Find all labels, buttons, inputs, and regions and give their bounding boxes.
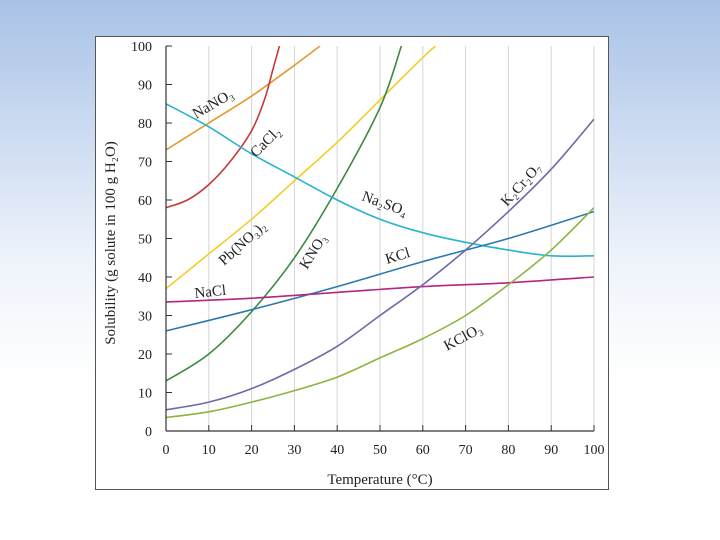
series-label-k2cr2o7: K₂Cr₂O₇ (498, 160, 545, 210)
series-line-kcl (166, 210, 594, 332)
y-axis-title: Solubility (g solute in 100 g H₂O) (103, 141, 119, 345)
x-tick-label: 80 (501, 443, 515, 458)
series-line-cacl2 (166, 46, 281, 209)
y-tick-label: 30 (138, 310, 152, 325)
y-tick-label: 90 (138, 79, 152, 94)
x-tick-label: 50 (373, 443, 387, 458)
y-tick-label: 10 (138, 387, 152, 402)
series-label-nano3: NaNO₃ (190, 86, 236, 122)
x-tick-label: 60 (416, 443, 430, 458)
y-tick-label: 50 (138, 233, 152, 248)
x-tick-label: 70 (459, 443, 473, 458)
x-tick-label: 20 (245, 443, 259, 458)
series-line-nacl (166, 276, 594, 303)
series-label-na2so4: Na₂SO₄ (360, 189, 410, 220)
axes: 0 10 20 30 40 50 60 70 80 90 100 0 10 20 30 40 50 60 70 80 9… (131, 40, 605, 458)
x-axis-title: Temperature (°C) (327, 472, 432, 488)
y-tick-label: 60 (138, 194, 152, 209)
series-line-nano3 (166, 46, 321, 151)
series-label-nacl: NaCl (194, 283, 227, 302)
x-tick-label: 100 (584, 443, 605, 458)
series-line-k2cr2o7 (166, 118, 594, 411)
x-tick-label: 40 (330, 443, 344, 458)
series-line-na2so4 (166, 103, 594, 258)
x-tick-label: 10 (202, 443, 216, 458)
y-tick-label: 40 (138, 271, 152, 286)
y-tick-label: 70 (138, 156, 152, 171)
series-line-kclo3 (166, 207, 594, 419)
solubility-chart: 0 10 20 30 40 50 60 70 80 90 100 0 10 20 30 40 50 60 70 80 9… (103, 40, 605, 488)
series-label-kno3: KNO₃ (297, 232, 331, 272)
chart-figure: 0 10 20 30 40 50 60 70 80 90 100 0 10 20 30 40 50 60 70 80 9… (95, 36, 609, 490)
y-tick-label: 100 (131, 40, 152, 55)
y-tick-label: 20 (138, 348, 152, 363)
x-tick-label: 30 (287, 443, 301, 458)
x-tick-label: 0 (163, 443, 170, 458)
y-tick-label: 80 (138, 117, 152, 132)
series-lines (166, 46, 594, 419)
y-tick-label: 0 (145, 425, 152, 440)
series-line-kno3 (166, 46, 403, 382)
x-tick-label: 90 (544, 443, 558, 458)
series-line-pbno32 (166, 46, 437, 290)
series-label-kcl: KCl (383, 245, 412, 268)
